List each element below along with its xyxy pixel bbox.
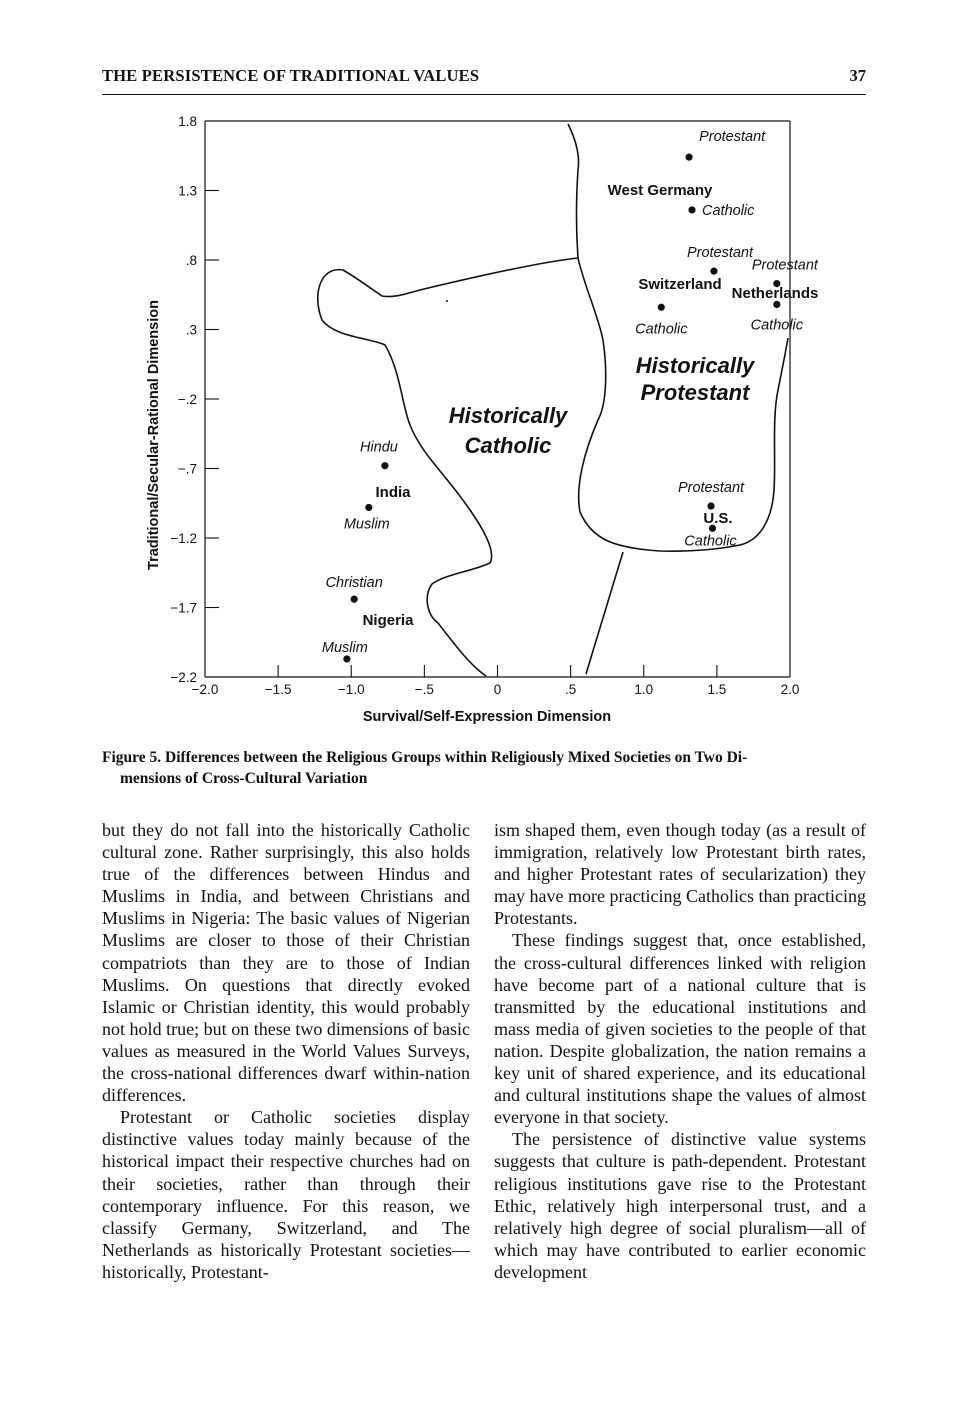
country-label: India: [375, 484, 411, 501]
y-tick-label: .3: [186, 323, 197, 338]
zone-label-protestant-line2: Protestant: [641, 380, 751, 405]
y-tick-label: .8: [186, 253, 197, 268]
data-point: [685, 153, 693, 161]
country-label: U.S.: [703, 510, 732, 527]
paragraph: The persistence of distinctive value sys…: [494, 1129, 866, 1282]
y-tick-label: −.2: [178, 392, 197, 407]
figure-caption: Figure 5. Differences between the Religi…: [102, 747, 866, 789]
y-axis-label: Traditional/Secular-Rational Dimension: [146, 300, 162, 570]
y-tick-label: −1.2: [170, 531, 197, 546]
x-tick-label: −.5: [415, 682, 434, 697]
y-tick-label: −1.7: [170, 601, 197, 616]
x-tick-label: −1.5: [265, 682, 292, 697]
body-right-column: ism shaped them, even though today (as a…: [494, 819, 866, 1283]
data-point: [708, 524, 717, 532]
y-tick-label: −2.2: [170, 670, 197, 685]
data-point: [350, 595, 358, 603]
running-header: THE PERSISTENCE OF TRADITIONAL VALUES 37: [102, 66, 866, 90]
group-label: Muslim: [322, 640, 368, 656]
data-markers: [343, 153, 781, 663]
divider-line: [585, 551, 624, 675]
y-tick-label: −.7: [178, 462, 197, 477]
group-label: Catholic: [635, 321, 688, 337]
paragraph: Protestant or Catholic societies display…: [102, 1107, 470, 1282]
running-title: THE PERSISTENCE OF TRADITIONAL VALUES: [102, 66, 480, 85]
page-number: 37: [849, 66, 867, 85]
x-tick-label: 0: [494, 682, 502, 697]
zone-label-protestant-line1: Historically: [636, 353, 756, 378]
x-axis-ticks: −2.0 −1.5 −1.0 −.5 0 .5 1.0 1.5 2.0: [192, 665, 800, 697]
zone-label-catholic: Historically Catholic: [449, 403, 569, 458]
data-point: [688, 206, 696, 214]
data-point: [365, 503, 373, 512]
group-label: Hindu: [360, 440, 398, 456]
group-label: Catholic: [684, 533, 737, 549]
group-labels: Protestant Catholic Protestant Catholic Prot…: [322, 129, 819, 656]
protestant-zone-boundary: [577, 257, 789, 552]
zone-label-catholic-line1: Historically: [449, 403, 569, 428]
y-tick-label: 1.8: [178, 114, 197, 129]
group-label: Catholic: [702, 203, 755, 219]
group-label: Protestant: [678, 480, 745, 496]
country-labels: West Germany Switzerland Netherlands U.S. In…: [363, 182, 819, 629]
x-tick-label: 1.0: [634, 682, 653, 697]
body-left-column: but they do not fall into the historical…: [102, 819, 470, 1283]
paragraph: ism shaped them, even though today (as a…: [494, 820, 866, 929]
x-tick-label: −2.0: [192, 682, 219, 697]
caption-label: Figure 5.: [102, 749, 162, 766]
x-tick-label: −1.0: [338, 682, 365, 697]
group-label: Christian: [326, 575, 383, 591]
data-point: [657, 303, 665, 311]
group-label: Protestant: [752, 258, 819, 274]
data-point: [381, 462, 389, 470]
group-label: Protestant: [687, 245, 754, 261]
group-label: Protestant: [699, 129, 766, 145]
country-label: West Germany: [608, 182, 713, 199]
caption-text-line1: Differences between the Religious Groups…: [165, 749, 748, 766]
country-label: Nigeria: [363, 612, 415, 629]
country-label: Switzerland: [638, 276, 721, 293]
x-tick-label: 1.5: [707, 682, 726, 697]
header-rule: [102, 94, 866, 95]
data-point: [773, 300, 781, 309]
x-axis-label: Survival/Self-Expression Dimension: [363, 709, 611, 725]
caption-text-line2: mensions of Cross-Cultural Variation: [120, 770, 368, 787]
data-point: [707, 502, 715, 510]
paragraph: These findings suggest that, once establ…: [494, 930, 866, 1128]
zone-label-protestant: Historically Protestant: [636, 353, 756, 405]
catholic-zone-boundary: [317, 123, 580, 677]
data-point: [710, 267, 718, 275]
x-tick-label: .5: [565, 682, 576, 697]
figure-5-chart: 1.8 1.3 .8 .3 −.2 −.7 −1.2 −1.7 −2.2 −2.0 −1.5 −1.…: [146, 114, 819, 725]
stray-dot: [446, 300, 448, 302]
paragraph: but they do not fall into the historical…: [102, 820, 470, 1106]
data-point: [343, 655, 351, 663]
data-point: [773, 280, 781, 288]
x-tick-label: 2.0: [781, 682, 800, 697]
group-label: Muslim: [344, 516, 390, 532]
group-label: Catholic: [751, 317, 804, 333]
y-tick-label: 1.3: [178, 184, 197, 199]
country-label: Netherlands: [732, 285, 819, 302]
y-axis-ticks: 1.8 1.3 .8 .3 −.2 −.7 −1.2 −1.7 −2.2: [170, 114, 219, 685]
zone-label-catholic-line2: Catholic: [465, 433, 552, 458]
